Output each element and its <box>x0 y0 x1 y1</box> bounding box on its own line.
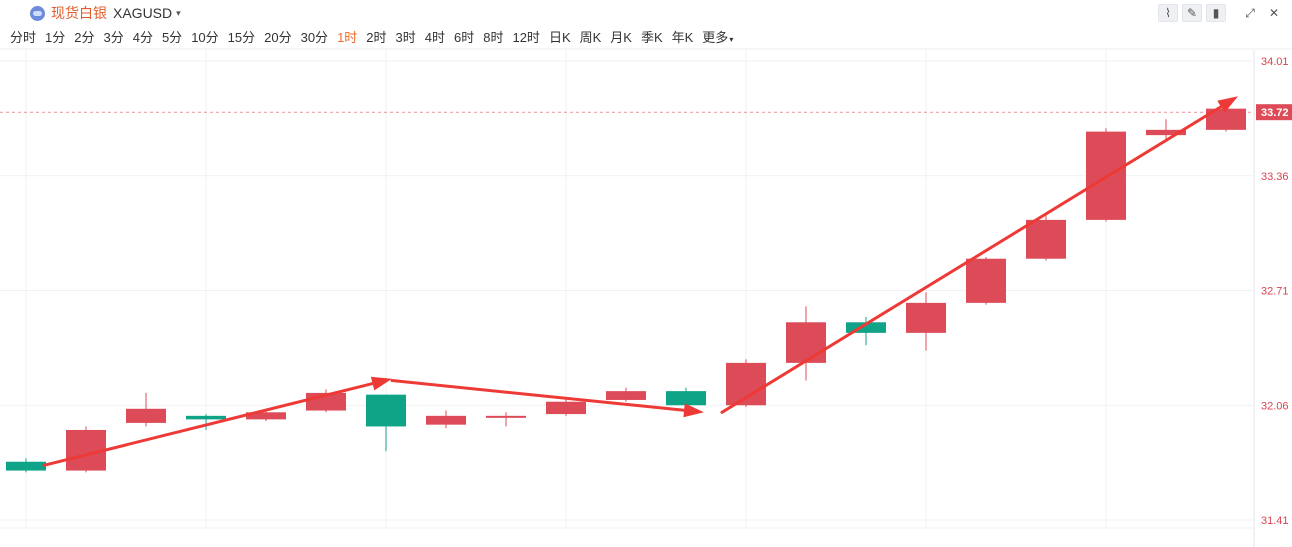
y-tick-label: 32.71 <box>1261 286 1289 298</box>
candle-body <box>1206 108 1246 130</box>
line-chart-icon[interactable]: ⌇ <box>1158 4 1178 22</box>
trend-arrow-head <box>370 376 392 391</box>
period-tab-label: 30分 <box>300 30 329 45</box>
period-tab-label: 5分 <box>161 30 183 45</box>
period-tab[interactable]: 更多▾ <box>702 27 737 46</box>
candle-body <box>906 302 946 333</box>
period-tab-label: 日K <box>548 30 571 45</box>
period-tab[interactable]: 季K <box>641 27 667 46</box>
candle-body <box>6 461 46 471</box>
symbol-selector[interactable]: 现货白银 XAGUSD ▾ <box>30 3 181 23</box>
period-tab-label: 1时 <box>337 30 358 45</box>
period-tab[interactable]: 6时 <box>454 27 478 46</box>
candle-body <box>606 391 646 400</box>
period-tab-label: 15分 <box>227 30 256 45</box>
symbol-name: 现货白银 <box>51 5 107 21</box>
candle-body <box>966 258 1006 303</box>
fullscreen-icon[interactable]: ⤢ <box>1245 5 1255 20</box>
period-tabs: 分时 1分 2分 3分 4分 5分 10分 15分 20分 30分 1时 2时 3时 4时 6时 8时 12时日… <box>10 27 742 46</box>
current-price-tag <box>1256 104 1292 121</box>
period-tab[interactable]: 2时 <box>366 27 390 46</box>
candle-body <box>186 415 226 420</box>
candle-body <box>546 401 586 415</box>
current-price-label: 33.72 <box>1261 107 1289 119</box>
trend-arrow-head <box>1217 96 1238 113</box>
period-tab[interactable]: 30分 <box>301 27 332 46</box>
draw-icon[interactable]: ✎ <box>1182 4 1202 22</box>
candlestick-icon[interactable]: ▮ <box>1206 4 1226 22</box>
y-tick-label: 33.36 <box>1261 171 1289 183</box>
candle-body <box>126 408 166 423</box>
period-tab[interactable]: 3分 <box>103 27 127 46</box>
period-tab-label: 1分 <box>45 30 66 45</box>
chart-header: 现货白银 XAGUSD ▾ ⌇ ✎ ▮ ⤢ ✕ <box>0 0 1292 24</box>
period-tab-label: 分时 <box>10 30 37 45</box>
period-tab[interactable]: 12时 <box>512 27 543 46</box>
period-tab[interactable]: 5分 <box>162 27 186 46</box>
candle-body <box>1146 129 1186 136</box>
trend-arrow-head <box>683 403 704 418</box>
chevron-down-icon: ▾ <box>176 7 181 18</box>
period-tab-label: 2时 <box>366 30 387 45</box>
candle-body <box>846 322 886 333</box>
period-tab-label: 12时 <box>512 30 540 45</box>
trend-arrow <box>42 382 375 467</box>
period-tab-label: 更多 <box>702 30 729 45</box>
trend-arrow <box>720 105 1223 414</box>
period-tab[interactable]: 2分 <box>74 27 98 46</box>
period-tab-label: 4时 <box>424 30 445 45</box>
y-tick-label: 34.01 <box>1261 56 1289 68</box>
y-tick-label: 32.06 <box>1261 400 1289 412</box>
period-tab[interactable]: 20分 <box>264 27 295 46</box>
period-tab[interactable]: 1分 <box>45 27 69 46</box>
period-tab[interactable]: 10分 <box>191 27 222 46</box>
trend-arrow <box>390 379 686 412</box>
period-tab-label: 10分 <box>191 30 219 45</box>
period-tab-label: 8时 <box>483 30 504 45</box>
candle-body <box>246 412 286 420</box>
period-tab-label: 月K <box>610 30 632 45</box>
symbol-code: XAGUSD <box>113 5 173 21</box>
period-tab[interactable]: 15分 <box>228 27 259 46</box>
y-tick-label: 31.41 <box>1261 515 1289 527</box>
period-tab-label: 20分 <box>264 30 292 45</box>
period-tab[interactable]: 分时 <box>10 27 40 46</box>
period-tab[interactable]: 日K <box>549 27 575 46</box>
candle-body <box>426 415 466 425</box>
period-tab[interactable]: 3时 <box>396 27 420 46</box>
period-tab[interactable]: 周K <box>580 27 606 46</box>
period-tab[interactable]: 1时 <box>337 27 361 46</box>
candle-body <box>666 391 706 406</box>
period-tab[interactable]: 月K <box>610 27 636 46</box>
candle-body <box>486 415 526 418</box>
chevron-down-icon: ▾ <box>729 35 734 44</box>
period-tab-label: 周K <box>579 30 602 45</box>
period-tab[interactable]: 4时 <box>425 27 449 46</box>
period-tab-label: 季K <box>640 30 663 45</box>
period-tab-label: 4分 <box>132 30 153 45</box>
period-tab-label: 年K <box>671 30 694 45</box>
candle-body <box>366 394 406 427</box>
period-tab-label: 3分 <box>103 30 124 45</box>
period-tab[interactable]: 8时 <box>483 27 507 46</box>
period-tab-label: 6时 <box>454 30 475 45</box>
silver-logo-icon <box>30 5 45 21</box>
period-tab-label: 2分 <box>74 30 95 45</box>
period-tab[interactable]: 年K <box>672 27 698 46</box>
period-tab[interactable]: 4分 <box>133 27 157 46</box>
candle-body <box>1026 219 1066 259</box>
period-tab-label: 3时 <box>395 30 416 45</box>
close-icon[interactable]: ✕ <box>1268 6 1280 20</box>
chart-toolbar: ⌇ ✎ ▮ ⤢ ✕ <box>1158 4 1284 22</box>
candle-body <box>786 322 826 363</box>
